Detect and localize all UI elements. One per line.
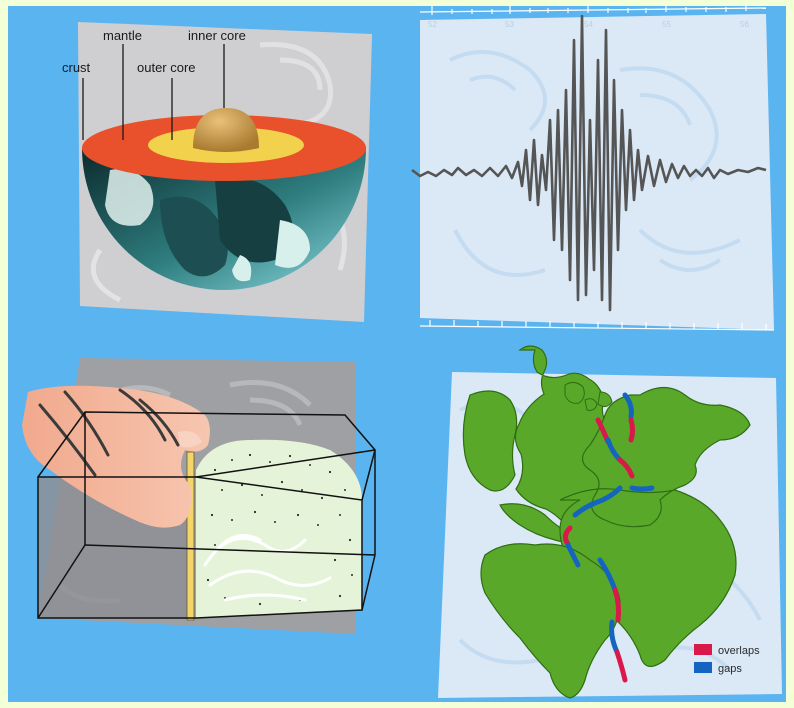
inner-core bbox=[193, 108, 259, 152]
legend-gaps-label: gaps bbox=[718, 663, 742, 675]
tick-53: 53 bbox=[505, 20, 514, 29]
legend-overlaps-label: overlaps bbox=[718, 645, 760, 657]
bottom-scale bbox=[419, 320, 775, 331]
sediment-tank-panel bbox=[22, 358, 376, 634]
mantle-label: mantle bbox=[103, 28, 142, 43]
greenland bbox=[564, 381, 613, 411]
legend-gaps-swatch bbox=[694, 662, 712, 673]
swirl-texture bbox=[449, 50, 741, 277]
tick-55: 55 bbox=[662, 20, 671, 29]
tick-54: 54 bbox=[584, 20, 593, 29]
top-scale bbox=[419, 3, 767, 15]
seismogram-panel: 52 53 54 55 56 bbox=[411, 3, 775, 331]
crust-label: crust bbox=[62, 60, 91, 75]
continental-fit-panel: overlaps gaps bbox=[438, 345, 782, 699]
sediment-layers bbox=[203, 534, 332, 602]
label-leaders bbox=[82, 44, 225, 140]
tick-56: 56 bbox=[740, 20, 749, 29]
south-america bbox=[480, 543, 621, 699]
earth-layers-panel: crust mantle outer core inner core bbox=[62, 22, 372, 322]
glass-tank bbox=[37, 411, 376, 619]
tick-52: 52 bbox=[428, 20, 437, 29]
seismic-trace bbox=[411, 14, 767, 312]
legend-overlaps-swatch bbox=[694, 644, 712, 655]
tank-divider bbox=[186, 451, 195, 621]
thumbnail bbox=[178, 431, 202, 448]
outer-core-label: outer core bbox=[137, 60, 196, 75]
fit-boundary bbox=[562, 392, 655, 683]
inner-core-label: inner core bbox=[188, 28, 246, 43]
sediment-mound bbox=[196, 439, 362, 618]
sediment-speckles bbox=[206, 453, 353, 606]
